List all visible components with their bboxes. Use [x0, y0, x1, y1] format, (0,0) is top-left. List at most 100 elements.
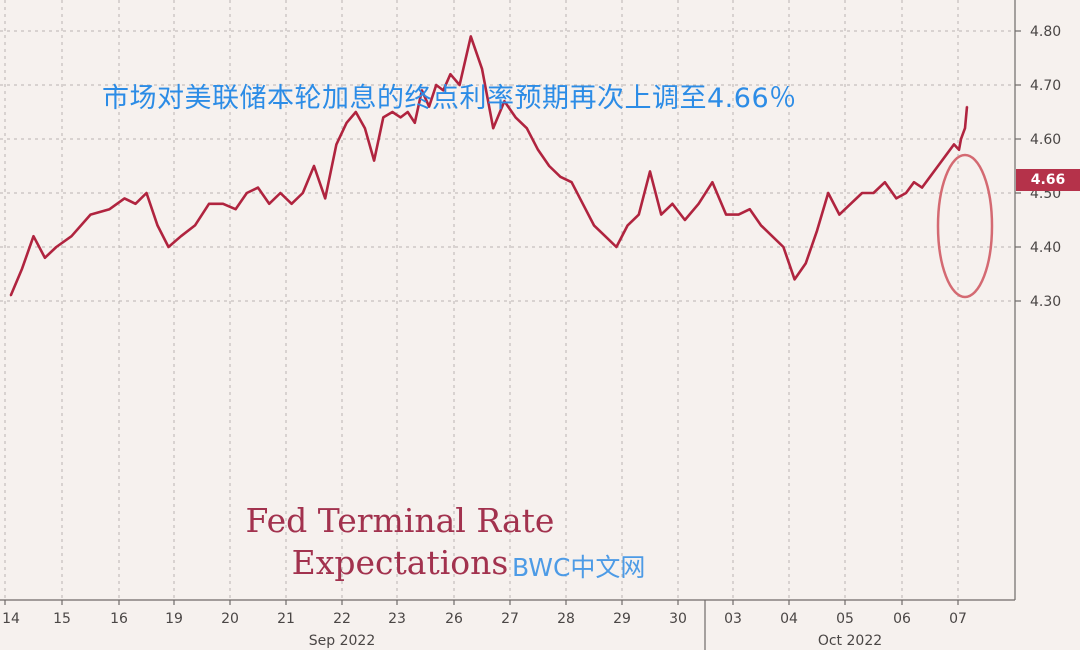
data-point: [884, 181, 886, 183]
data-point: [570, 181, 573, 183]
data-point: [921, 186, 923, 189]
data-point: [626, 224, 629, 227]
y-tick-label: 4.40: [1030, 240, 1061, 256]
data-point: [593, 224, 595, 227]
data-point: [145, 192, 148, 194]
y-tick-label: 4.60: [1030, 132, 1061, 148]
data-point: [428, 105, 430, 108]
data-point: [55, 246, 58, 248]
data-point: [234, 208, 237, 210]
month-label: Oct 2022: [818, 633, 882, 649]
data-point: [514, 116, 517, 119]
data-point: [70, 235, 73, 237]
x-tick-label: 20: [221, 611, 239, 627]
data-point: [21, 267, 23, 270]
data-point: [913, 181, 915, 183]
data-point: [615, 246, 618, 248]
x-tick-label: 29: [613, 611, 631, 627]
data-point: [537, 149, 539, 151]
data-point: [749, 208, 751, 210]
data-point: [290, 203, 293, 205]
data-point: [421, 89, 423, 92]
x-tick-label: 27: [501, 611, 519, 627]
data-point: [526, 127, 528, 129]
data-point: [737, 213, 740, 216]
data-point: [937, 165, 939, 167]
data-point: [44, 257, 46, 259]
data-point: [548, 165, 550, 167]
data-point: [671, 203, 674, 205]
data-point: [964, 127, 966, 129]
data-point: [582, 203, 584, 205]
data-point: [89, 213, 92, 216]
data-point: [962, 132, 964, 135]
data-point: [559, 176, 562, 178]
x-tick-label: 21: [277, 611, 295, 627]
data-point: [458, 84, 461, 86]
data-point: [953, 143, 955, 146]
data-point: [167, 246, 170, 248]
x-tick-label: 14: [2, 611, 20, 627]
x-tick-label: 16: [110, 611, 128, 627]
data-point: [470, 35, 472, 38]
data-point: [960, 138, 962, 140]
data-point: [108, 208, 111, 210]
data-point: [697, 203, 700, 205]
x-tick-label: 07: [949, 611, 967, 627]
data-point: [134, 203, 137, 205]
month-label: Sep 2022: [309, 633, 375, 649]
data-point: [905, 192, 907, 194]
data-point: [257, 186, 259, 189]
data-point: [604, 235, 606, 237]
data-point: [929, 176, 931, 178]
x-tick-label: 26: [445, 611, 463, 627]
axes: [0, 0, 1021, 650]
y-tick-label: 4.70: [1030, 78, 1061, 94]
data-point: [966, 105, 968, 108]
x-tick-label: 15: [53, 611, 71, 627]
series-line-fed-terminal-rate: [9, 35, 969, 297]
data-point: [9, 294, 12, 297]
data-point: [123, 197, 126, 200]
data-point: [32, 235, 35, 237]
data-point: [345, 122, 348, 124]
x-tick-label: 23: [388, 611, 406, 627]
data-point: [268, 203, 271, 205]
x-tick-label: 06: [893, 611, 911, 627]
y-tick-label: 4.30: [1030, 294, 1061, 310]
data-point: [414, 122, 416, 124]
data-point: [711, 181, 714, 183]
series-layer: [9, 35, 969, 297]
last-value-tag: 4.66: [1016, 169, 1080, 191]
data-point: [449, 73, 452, 75]
data-point: [861, 192, 863, 194]
data-point: [180, 235, 182, 237]
x-tick-label: 28: [557, 611, 575, 627]
data-point: [246, 192, 248, 194]
data-point: [302, 192, 304, 194]
data-point: [442, 89, 445, 92]
data-point: [156, 224, 159, 227]
data-point: [805, 262, 807, 265]
data-point: [638, 213, 640, 216]
data-point: [382, 116, 385, 119]
data-point: [313, 165, 315, 167]
data-point: [335, 143, 338, 146]
chinese-annotation: 市场对美联储本轮加息的终点利率预期再次上调至4.66％: [102, 83, 797, 114]
x-tick-label: 19: [165, 611, 183, 627]
watermark: BWC中文网: [512, 553, 646, 582]
data-point: [503, 100, 506, 102]
data-point: [958, 149, 960, 151]
data-point: [391, 111, 394, 113]
data-point: [481, 68, 483, 70]
data-point: [771, 235, 773, 237]
data-point: [208, 203, 210, 205]
data-point: [827, 192, 829, 194]
highlight-circle: [936, 153, 994, 299]
x-tick-label: 05: [836, 611, 854, 627]
x-tick-label: 03: [724, 611, 742, 627]
data-point: [364, 127, 366, 129]
